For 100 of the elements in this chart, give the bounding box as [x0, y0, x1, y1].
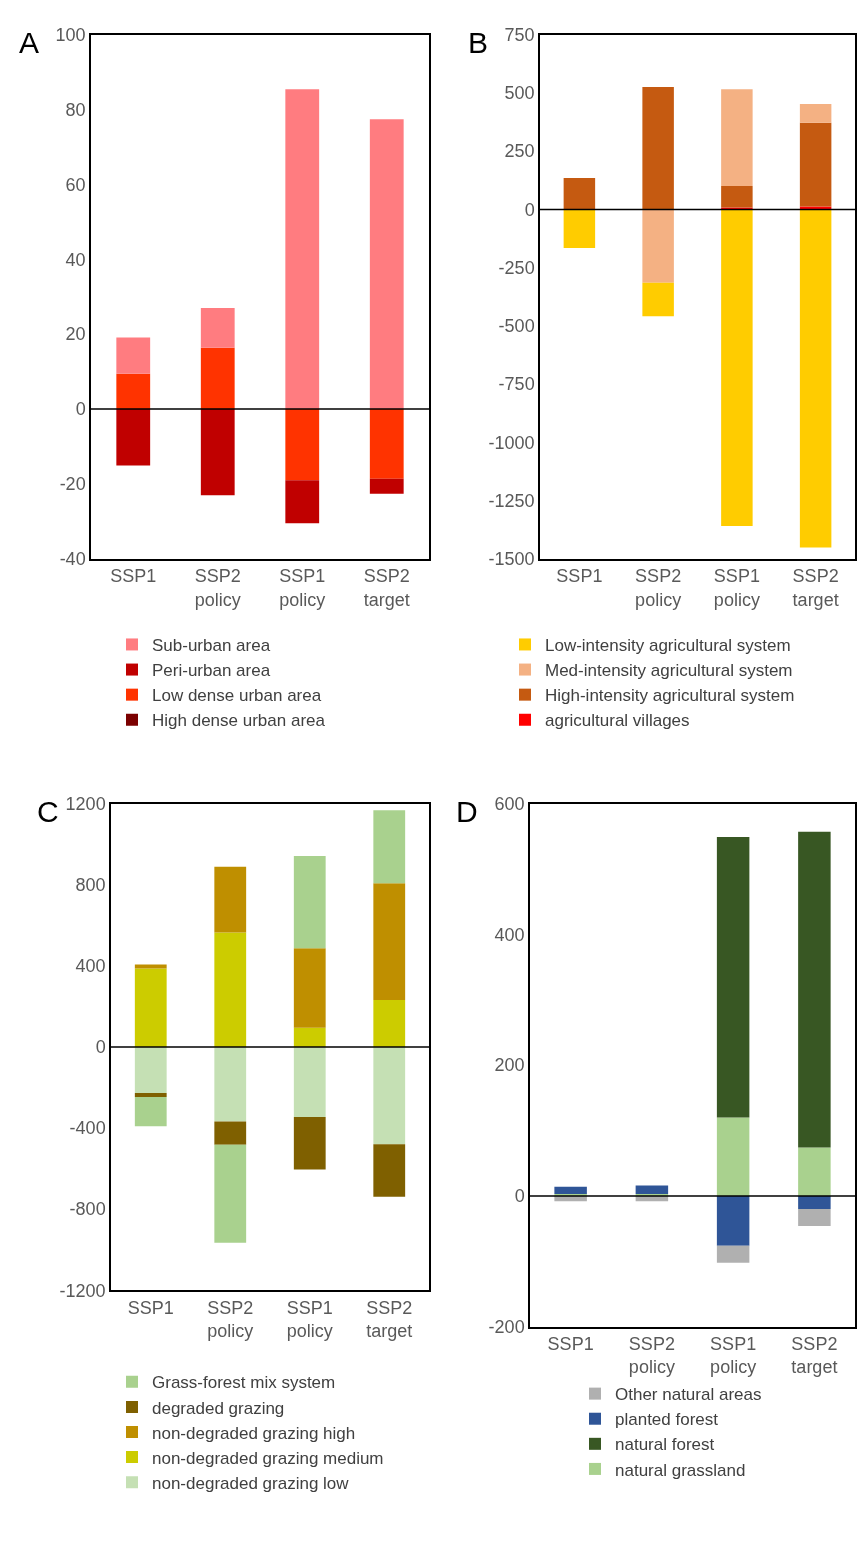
y-tick-label: -20 — [59, 474, 86, 495]
y-tick-label: 200 — [494, 1055, 525, 1076]
y-tick-label: 750 — [504, 24, 535, 45]
bar — [716, 836, 750, 1118]
bar — [716, 1245, 750, 1263]
x-tick-label: SSP1 — [547, 1334, 594, 1355]
y-tick-label: -250 — [498, 257, 535, 278]
bar — [373, 883, 406, 1001]
bar — [214, 1144, 247, 1243]
bar — [563, 177, 596, 210]
bar — [798, 1209, 831, 1227]
legend-label: Other natural areas — [615, 1385, 762, 1405]
bar — [373, 1144, 406, 1197]
x-tick-label: SSP1 — [110, 566, 157, 587]
y-tick-label: 400 — [75, 956, 106, 977]
y-tick-label: -1200 — [59, 1280, 106, 1301]
bar — [799, 122, 832, 207]
bar — [134, 1096, 167, 1127]
bar — [369, 409, 404, 479]
y-tick-label: -400 — [69, 1118, 106, 1139]
bar — [200, 307, 235, 348]
bar — [642, 282, 674, 317]
legend-label: degraded grazing — [152, 1398, 285, 1418]
chart-title: A — [19, 26, 40, 59]
y-tick-label: 600 — [494, 793, 525, 814]
legend-label: Low dense urban area — [152, 686, 322, 706]
legend-label: Sub-urban area — [152, 636, 271, 656]
x-tick-label: SSP2 target — [791, 1334, 838, 1378]
x-tick-label: SSP2 policy — [635, 566, 682, 610]
bar — [716, 1117, 750, 1196]
y-tick-label: 60 — [65, 174, 86, 195]
bar — [285, 89, 320, 410]
bar — [200, 347, 235, 410]
chart-title: D — [456, 795, 478, 828]
legend-label: Low-intensity agricultural system — [545, 636, 791, 656]
bar — [721, 89, 753, 187]
x-tick-label: SSP1 — [127, 1297, 174, 1318]
legend-label: non-degraded grazing low — [152, 1473, 350, 1493]
x-tick-label: SSP1 — [556, 566, 603, 587]
y-tick-label: 0 — [514, 1186, 525, 1207]
y-tick-label: 1200 — [65, 793, 106, 814]
y-tick-label: 0 — [75, 399, 86, 420]
bar — [214, 1046, 247, 1122]
y-tick-label: 100 — [55, 24, 86, 45]
y-tick-label: -500 — [498, 316, 535, 337]
x-tick-label: SSP2 target — [366, 1297, 413, 1341]
legend-label: natural forest — [615, 1435, 715, 1455]
bar — [134, 964, 167, 969]
bar — [200, 409, 235, 496]
bar — [721, 186, 753, 208]
y-tick-label: -800 — [69, 1199, 106, 1220]
y-tick-label: -200 — [488, 1317, 525, 1338]
y-tick-label: 80 — [65, 99, 86, 120]
bar — [134, 1046, 167, 1093]
bar — [134, 1092, 167, 1097]
legend-label: High-intensity agricultural system — [545, 686, 795, 706]
chart-title: C — [37, 795, 59, 828]
y-tick-label: 40 — [65, 249, 86, 270]
y-tick-label: -1500 — [488, 549, 535, 570]
legend-label: natural grassland — [615, 1460, 746, 1480]
legend-label: Peri-urban area — [152, 661, 271, 681]
y-tick-label: -1250 — [488, 490, 535, 511]
legend-label: Grass-forest mix system — [152, 1373, 336, 1393]
bar — [214, 1121, 247, 1145]
bar — [798, 1195, 831, 1210]
bar — [116, 337, 151, 374]
bar — [373, 1046, 406, 1145]
bar — [369, 119, 404, 410]
y-tick-label: 20 — [65, 324, 86, 345]
y-tick-label: -750 — [498, 374, 535, 395]
bar — [373, 810, 406, 884]
x-tick-label: SSP2 policy — [207, 1297, 254, 1341]
bar — [293, 948, 326, 1028]
y-tick-label: 800 — [75, 874, 106, 895]
x-tick-label: SSP2 policy — [194, 566, 241, 610]
bar — [554, 1186, 587, 1194]
bar — [293, 856, 326, 949]
x-tick-label: SSP1 policy — [286, 1297, 333, 1341]
bar — [214, 866, 247, 933]
legend-label: planted forest — [615, 1410, 719, 1430]
legend-label: High dense urban area — [152, 711, 326, 731]
y-tick-label: 400 — [494, 924, 525, 945]
legend-label: non-degraded grazing medium — [152, 1448, 384, 1468]
bar — [721, 209, 753, 526]
bar — [369, 478, 404, 494]
bar — [798, 831, 831, 1148]
bar — [214, 932, 247, 1047]
bar — [134, 968, 167, 1047]
y-tick-label: 0 — [524, 199, 535, 220]
y-tick-label: 0 — [95, 1037, 106, 1058]
x-tick-label: SSP2 policy — [628, 1334, 675, 1378]
legend-label: agricultural villages — [545, 711, 690, 731]
bar — [642, 209, 674, 283]
chart-title: B — [468, 26, 489, 59]
bar — [799, 104, 832, 123]
x-tick-label: SSP2 target — [363, 566, 410, 610]
bar — [373, 1000, 406, 1047]
x-tick-label: SSP1 policy — [279, 566, 326, 610]
bar — [635, 1185, 669, 1194]
bar — [293, 1027, 326, 1047]
